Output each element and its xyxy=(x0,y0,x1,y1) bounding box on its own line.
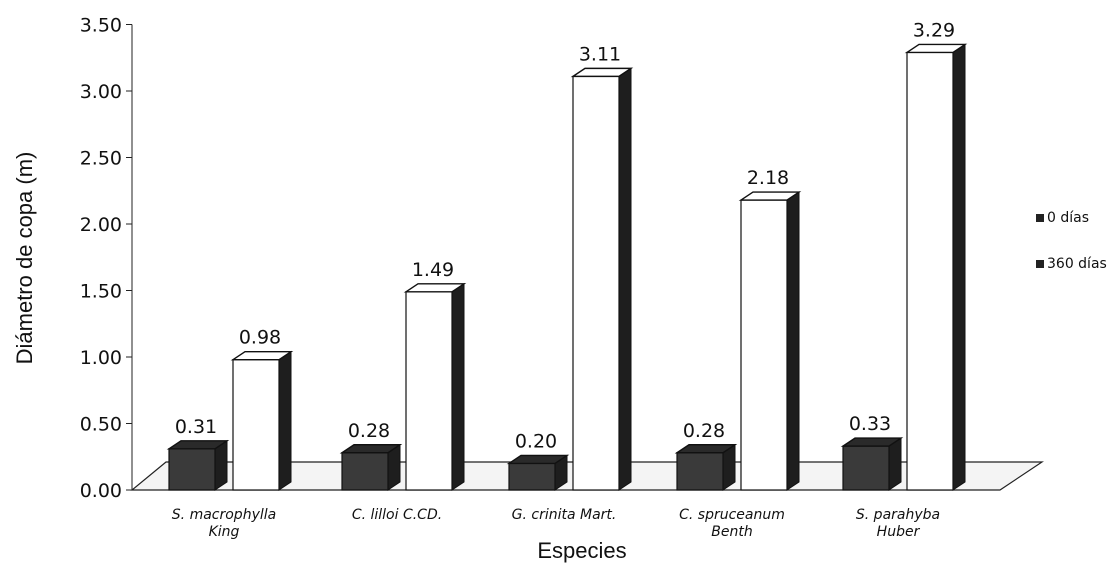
bar-0-dias: 0.31 xyxy=(166,416,230,491)
y-tick-label: 1.50 xyxy=(80,281,122,303)
bar-top xyxy=(904,43,968,54)
legend-swatch xyxy=(1036,214,1044,222)
y-tick-label: 0.50 xyxy=(80,414,122,436)
bar-side xyxy=(451,282,465,491)
category-label: Benth xyxy=(711,524,752,540)
data-label: 3.11 xyxy=(579,43,621,65)
bar-top xyxy=(339,444,403,454)
legend: 0 días 360 días xyxy=(1036,210,1107,272)
data-label: 0.20 xyxy=(515,430,557,452)
category-label: G. crinita Mart. xyxy=(512,507,617,523)
y-tick-label: 2.00 xyxy=(80,214,122,236)
bar-front xyxy=(740,199,788,491)
bars: 0.31 0.98 0.28 1.49 0.20 3.11 0.28 2.18 0.33 3.29 xyxy=(166,19,968,491)
data-label: 2.18 xyxy=(747,167,789,189)
bar-top xyxy=(506,454,570,465)
bar-front xyxy=(405,291,453,491)
y-tick-label: 3.50 xyxy=(80,15,122,37)
y-axis-title: Diámetro de copa (m) xyxy=(12,152,37,365)
bar-top xyxy=(166,440,230,450)
bar-side xyxy=(786,191,800,491)
data-label: 1.49 xyxy=(412,259,454,281)
y-tick-label: 2.50 xyxy=(80,148,122,170)
data-label: 0.28 xyxy=(348,420,390,442)
legend-label: 0 días xyxy=(1047,210,1089,226)
bar-front xyxy=(842,445,890,491)
bar-side xyxy=(888,437,902,491)
bar-front xyxy=(232,359,280,491)
bar-360-dias: 1.49 xyxy=(403,259,467,491)
category-label: Huber xyxy=(877,524,921,540)
bar-side xyxy=(618,67,632,491)
category-label: C. lilloi C.CD. xyxy=(352,507,442,523)
bar-front xyxy=(676,452,724,491)
bar-360-dias: 3.29 xyxy=(904,19,968,491)
y-tick-label: 0.00 xyxy=(80,480,122,502)
data-label: 0.33 xyxy=(849,413,891,435)
y-tick-label: 3.00 xyxy=(80,81,122,103)
legend-swatch xyxy=(1036,260,1044,268)
bar-front xyxy=(341,452,389,491)
data-label: 3.29 xyxy=(913,19,955,41)
data-label: 0.31 xyxy=(175,416,217,438)
data-label: 0.28 xyxy=(683,420,725,442)
bar-0-dias: 0.28 xyxy=(339,420,403,491)
category-label: King xyxy=(209,524,240,540)
bar-side xyxy=(952,43,966,491)
legend-label: 360 días xyxy=(1047,256,1107,272)
bar-front xyxy=(508,462,556,491)
bar-top xyxy=(738,191,802,201)
data-label: 0.98 xyxy=(239,327,281,349)
category-label: S. macrophylla xyxy=(172,507,276,523)
bar-top xyxy=(674,444,738,454)
category-label: S. parahyba xyxy=(856,507,940,523)
bar-0-dias: 0.28 xyxy=(674,420,738,491)
bar-top xyxy=(840,437,904,447)
bar-top xyxy=(403,283,467,293)
y-tick-label: 1.00 xyxy=(80,347,122,369)
bar-0-dias: 0.20 xyxy=(506,430,570,491)
bar-360-dias: 3.11 xyxy=(570,43,634,491)
x-axis-title: Especies xyxy=(537,538,626,563)
bar-360-dias: 2.18 xyxy=(738,167,802,491)
bar-side xyxy=(278,350,292,491)
bar-front xyxy=(906,51,954,491)
category-label: C. spruceanum xyxy=(679,507,785,523)
bar-front xyxy=(572,75,620,491)
bar-0-dias: 0.33 xyxy=(840,413,904,491)
bar-top xyxy=(570,67,634,78)
bar-360-dias: 0.98 xyxy=(230,327,294,491)
bar-front xyxy=(168,448,216,491)
y-axis: 0.00 0.50 1.00 1.50 2.00 2.50 3.00 3.50 xyxy=(80,15,133,502)
bar-top xyxy=(230,350,294,361)
